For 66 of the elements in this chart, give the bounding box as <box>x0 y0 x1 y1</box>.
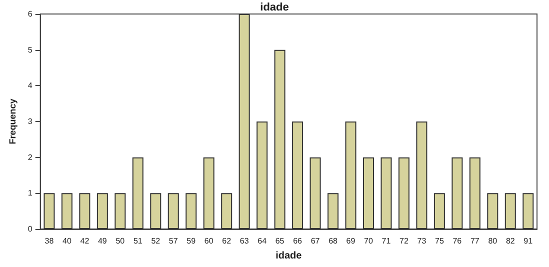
bar <box>434 193 445 229</box>
x-tick-label: 91 <box>524 236 534 246</box>
x-tick-label: 77 <box>470 236 480 246</box>
bar <box>238 14 250 229</box>
bar <box>150 193 162 229</box>
bar <box>44 193 55 229</box>
y-tick-label: 2 <box>28 152 33 162</box>
x-tick-label: 80 <box>488 236 498 246</box>
bar <box>221 193 232 229</box>
chart-title: idade <box>260 2 289 14</box>
bar <box>380 157 392 229</box>
bar <box>256 122 268 229</box>
x-tick-label: 73 <box>417 236 427 246</box>
x-tick-label: 70 <box>364 236 374 246</box>
x-tick-label: 68 <box>328 236 338 246</box>
y-tick-label: 3 <box>28 117 33 126</box>
y-tick-label: 4 <box>28 81 33 90</box>
bar <box>96 193 108 229</box>
bar <box>362 157 374 229</box>
bar <box>292 122 304 229</box>
x-tick-label: 42 <box>80 236 90 246</box>
x-tick-label: 62 <box>222 236 232 246</box>
bar <box>186 193 197 229</box>
x-tick-label: 60 <box>204 236 214 246</box>
bar <box>416 122 428 229</box>
bar <box>469 157 480 229</box>
x-tick-label: 76 <box>452 236 462 246</box>
bar <box>398 157 410 229</box>
x-tick-label: 71 <box>382 236 392 246</box>
x-tick-label: 67 <box>310 236 320 246</box>
x-tick-label: 50 <box>116 236 126 246</box>
bar <box>345 122 356 229</box>
x-tick-label: 75 <box>434 236 444 246</box>
bar <box>61 193 72 229</box>
x-tick-label: 52 <box>151 236 161 246</box>
bar <box>168 193 179 229</box>
x-tick-label: 38 <box>44 236 54 246</box>
x-tick-label: 49 <box>98 236 108 246</box>
x-tick-label: 82 <box>506 236 516 246</box>
bar <box>452 157 463 229</box>
bar <box>522 193 534 229</box>
bar <box>203 157 214 229</box>
x-tick-label: 66 <box>293 236 303 246</box>
bar <box>504 193 516 229</box>
x-tick-label: 65 <box>275 236 285 246</box>
x-tick-label: 69 <box>346 236 356 246</box>
y-tick-label: 0 <box>28 224 33 234</box>
bar <box>79 193 90 229</box>
y-tick-label: 6 <box>28 10 33 18</box>
x-tick-label: 57 <box>168 236 178 246</box>
x-tick-label: 63 <box>240 236 250 246</box>
x-tick-label: 72 <box>400 236 409 246</box>
x-tick-label: 40 <box>62 236 72 246</box>
x-axis-title: idade <box>276 250 302 262</box>
y-tick-label: 1 <box>28 188 33 198</box>
bar <box>274 50 286 229</box>
y-tick-label: 5 <box>28 45 33 54</box>
bar <box>328 193 339 229</box>
x-tick-label: 51 <box>133 236 143 246</box>
bar <box>487 193 498 229</box>
x-tick-label: 59 <box>186 236 196 246</box>
x-tick-label: 64 <box>258 236 268 246</box>
y-axis-title: Frequency <box>8 98 18 144</box>
bar <box>132 157 144 229</box>
bar <box>310 157 321 229</box>
bar <box>114 193 126 229</box>
